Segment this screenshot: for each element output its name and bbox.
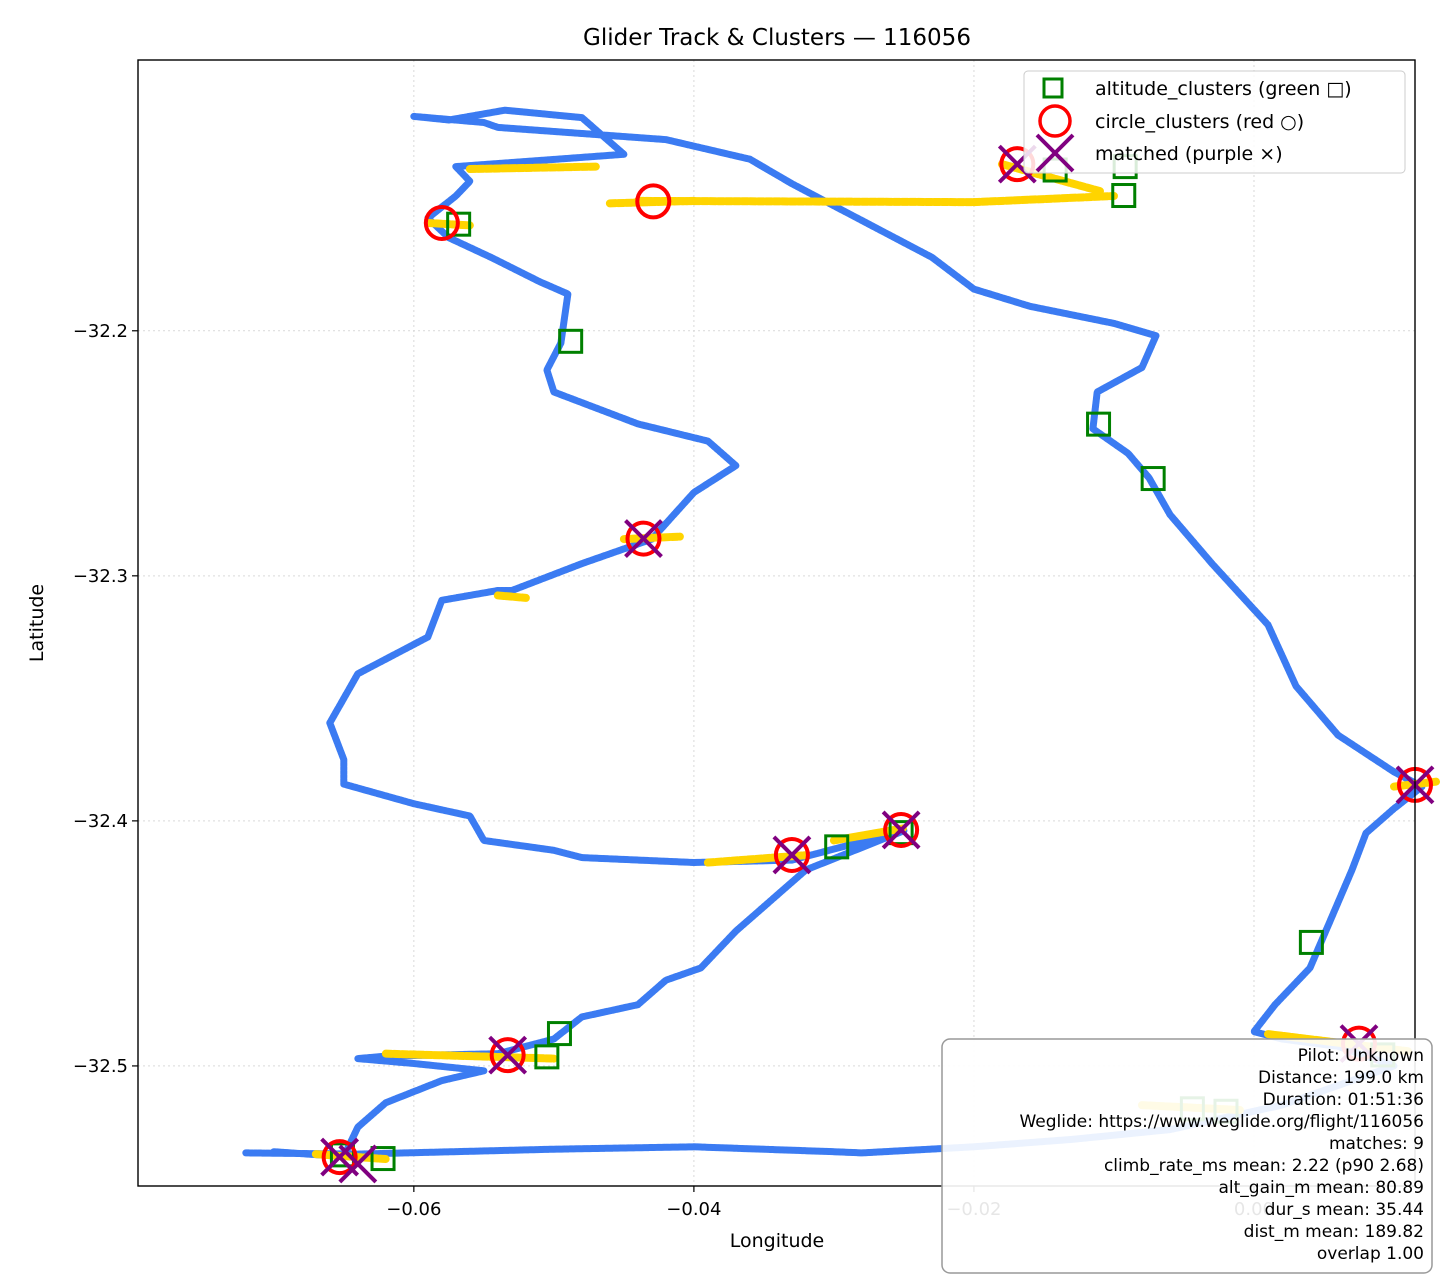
- stats-distance-mean: dist_m mean: 189.82: [1244, 1222, 1424, 1242]
- plot-area-frame: [137, 59, 1416, 1187]
- y-tick-label-0: −32.2: [73, 321, 128, 342]
- altitude-cluster-marker-8: [824, 834, 850, 860]
- altitude-cluster-marker-12: [329, 1142, 355, 1168]
- x-tick-label-0: −0.06: [386, 1199, 441, 1220]
- stats-pilot: Pilot: Unknown: [1298, 1046, 1424, 1066]
- circle-cluster-marker-5: [773, 836, 810, 873]
- stats-duration-mean: dur_s mean: 35.44: [1265, 1200, 1424, 1220]
- altitude-cluster-marker-6: [1298, 929, 1324, 955]
- track-climb-segment-6: [619, 532, 684, 544]
- altitude-cluster-marker-4: [1086, 411, 1112, 437]
- altitude-cluster-marker-3: [1111, 183, 1137, 209]
- track-climb-segment-9: [829, 824, 908, 845]
- track-climb-segment-2: [633, 196, 978, 207]
- track-cruise-line: [242, 106, 1426, 1161]
- y-tick-label-1: −32.3: [73, 566, 128, 587]
- stats-alt-gain: alt_gain_m mean: 80.89: [1219, 1178, 1425, 1198]
- legend-square-icon: [1042, 77, 1064, 99]
- legend-label-altitude: altitude_clusters (green □): [1095, 78, 1352, 100]
- legend: altitude_clusters (green □) circle_clust…: [1023, 70, 1406, 174]
- y-tick-label-3: −32.5: [73, 1056, 128, 1077]
- legend-circle-icon: [1038, 104, 1072, 138]
- altitude-cluster-marker-13: [370, 1146, 396, 1172]
- track-climb-segment-3: [969, 192, 1118, 207]
- stats-overlap: overlap 1.00: [1317, 1244, 1424, 1264]
- stats-climb-rate: climb_rate_ms mean: 2.22 (p90 2.68): [1104, 1156, 1424, 1176]
- track-climb-segment-5: [997, 160, 1104, 196]
- circle-cluster-marker-7: [489, 1037, 526, 1074]
- y-tick-label-2: −32.4: [73, 811, 128, 832]
- legend-label-matched: matched (purple ×): [1095, 143, 1283, 165]
- circle-cluster-marker-6: [883, 811, 920, 848]
- x-tick-label-1: −0.04: [666, 1199, 721, 1220]
- stats-duration: Duration: 01:51:36: [1263, 1090, 1424, 1110]
- grid-lines: [138, 60, 1415, 1186]
- legend-label-circle: circle_clusters (red ○): [1095, 111, 1304, 133]
- track-climb-segment-10: [381, 1049, 558, 1063]
- chart-title: Glider Track & Clusters — 116056: [583, 25, 971, 51]
- y-axis-label: Latitude: [26, 584, 48, 662]
- track-climb-segment-4: [465, 162, 600, 174]
- matched-marker-8: [338, 1144, 378, 1184]
- legend-frame: [1023, 70, 1406, 174]
- flight-track: [242, 106, 1440, 1164]
- altitude-cluster-marker-1: [558, 328, 584, 354]
- stats-weglide-link: Weglide: https://www.weglide.org/flight/…: [1019, 1112, 1424, 1132]
- altitude-cluster-marker-0: [446, 211, 472, 237]
- circle-cluster-marker-0: [423, 204, 460, 241]
- stats-box: Pilot: Unknown Distance: 199.0 km Durati…: [941, 1038, 1433, 1274]
- circle-cluster-marker-8: [321, 1139, 358, 1176]
- altitude-cluster-marker-10: [546, 1021, 572, 1047]
- matched-marker-3: [772, 835, 812, 875]
- altitude-cluster-marker-11: [534, 1044, 560, 1070]
- circle-cluster-marker-3: [625, 520, 662, 557]
- y-axis-ticks: −32.2 −32.3 −32.4 −32.5: [73, 321, 138, 1077]
- stats-box-frame: [941, 1038, 1433, 1274]
- cluster-markers: [320, 144, 1435, 1184]
- stats-distance: Distance: 199.0 km: [1258, 1068, 1424, 1088]
- matched-marker-5: [488, 1035, 528, 1075]
- altitude-cluster-marker-9: [888, 820, 914, 846]
- x-axis-label: Longitude: [730, 1230, 825, 1252]
- matched-marker-4: [881, 810, 921, 850]
- matched-marker-1: [624, 519, 663, 558]
- legend-x-icon: [1035, 133, 1075, 173]
- stats-matches: matches: 9: [1329, 1134, 1424, 1154]
- altitude-cluster-marker-5: [1140, 466, 1166, 492]
- track-climb-segment-7: [493, 591, 530, 602]
- circle-cluster-marker-1: [635, 183, 672, 220]
